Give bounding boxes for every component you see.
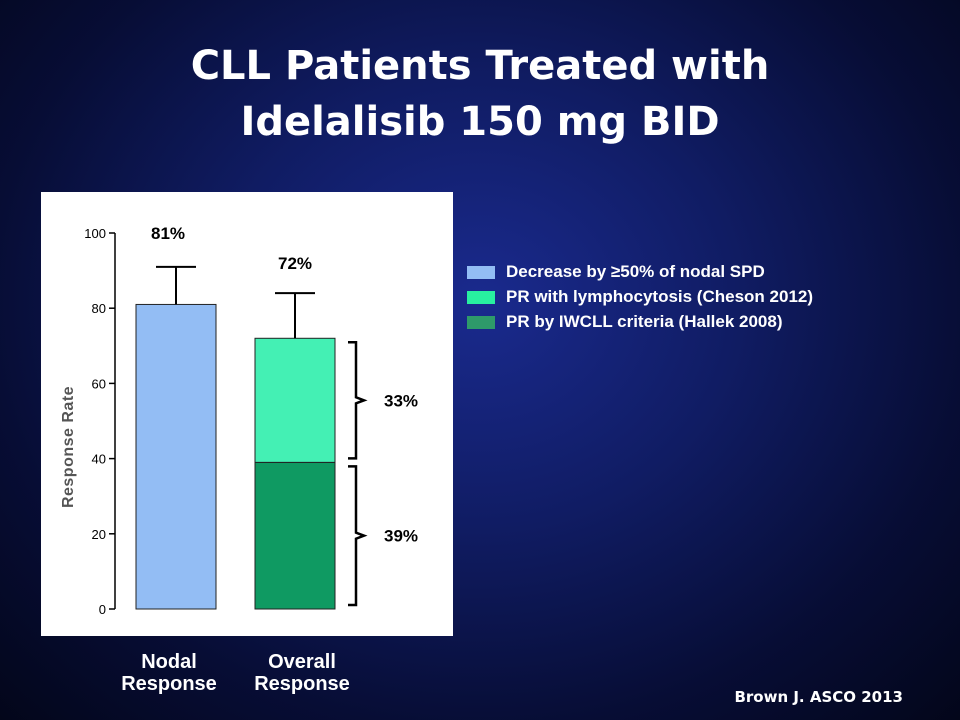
legend-item-cheson: PR with lymphocytosis (Cheson 2012) xyxy=(467,285,813,309)
y-tick-label-0: 0 xyxy=(99,602,106,617)
bar-value-label-1: 72% xyxy=(278,254,312,273)
legend-swatch-cheson xyxy=(467,290,495,304)
y-tick-label-40: 40 xyxy=(92,452,106,467)
y-tick-label-20: 20 xyxy=(92,527,106,542)
legend-label-cheson: PR with lymphocytosis (Cheson 2012) xyxy=(506,287,814,306)
y-axis-label: Response Rate xyxy=(60,386,77,508)
legend-label-hallek: PR by IWCLL criteria (Hallek 2008) xyxy=(506,312,783,331)
legend-item-nodal-spd: Decrease by ≥50% of nodal SPD xyxy=(467,260,813,284)
legend-swatch-hallek xyxy=(467,315,495,329)
legend: Decrease by ≥50% of nodal SPD PR with ly… xyxy=(467,260,813,335)
legend-swatch-nodal-spd xyxy=(467,265,495,279)
bar-overall-iwcll xyxy=(254,461,336,610)
category-label-nodal: Nodal Response xyxy=(121,651,217,695)
legend-item-hallek: PR by IWCLL criteria (Hallek 2008) xyxy=(467,310,813,334)
bar-nodal-response xyxy=(135,303,217,610)
chart-panel xyxy=(41,192,453,636)
iwcll-bracket-label: 39% xyxy=(384,527,418,546)
category-label-overall: Overall Response xyxy=(254,651,350,695)
y-tick-label-80: 80 xyxy=(92,301,106,316)
y-tick-label-60: 60 xyxy=(92,376,106,391)
lymphocytosis-bracket-label: 33% xyxy=(384,391,418,410)
bar-value-label-0: 81% xyxy=(151,224,185,243)
iwcll-bracket xyxy=(348,465,368,607)
slide-title-line2: Idelalisib 150 mg BID xyxy=(240,99,720,145)
legend-label-nodal-spd: Decrease by ≥50% of nodal SPD xyxy=(506,262,765,281)
slide-title-line1: CLL Patients Treated with xyxy=(190,43,770,89)
lymphocytosis-bracket xyxy=(348,341,368,460)
response-rate-chart: 0 20 40 60 80 100 Response Rate 81% 72% 33% 39% xyxy=(60,224,418,617)
bar-overall-lymphocytosis xyxy=(254,337,336,463)
y-tick-label-100: 100 xyxy=(84,226,106,241)
source-citation: Brown J. ASCO 2013 xyxy=(734,688,903,706)
